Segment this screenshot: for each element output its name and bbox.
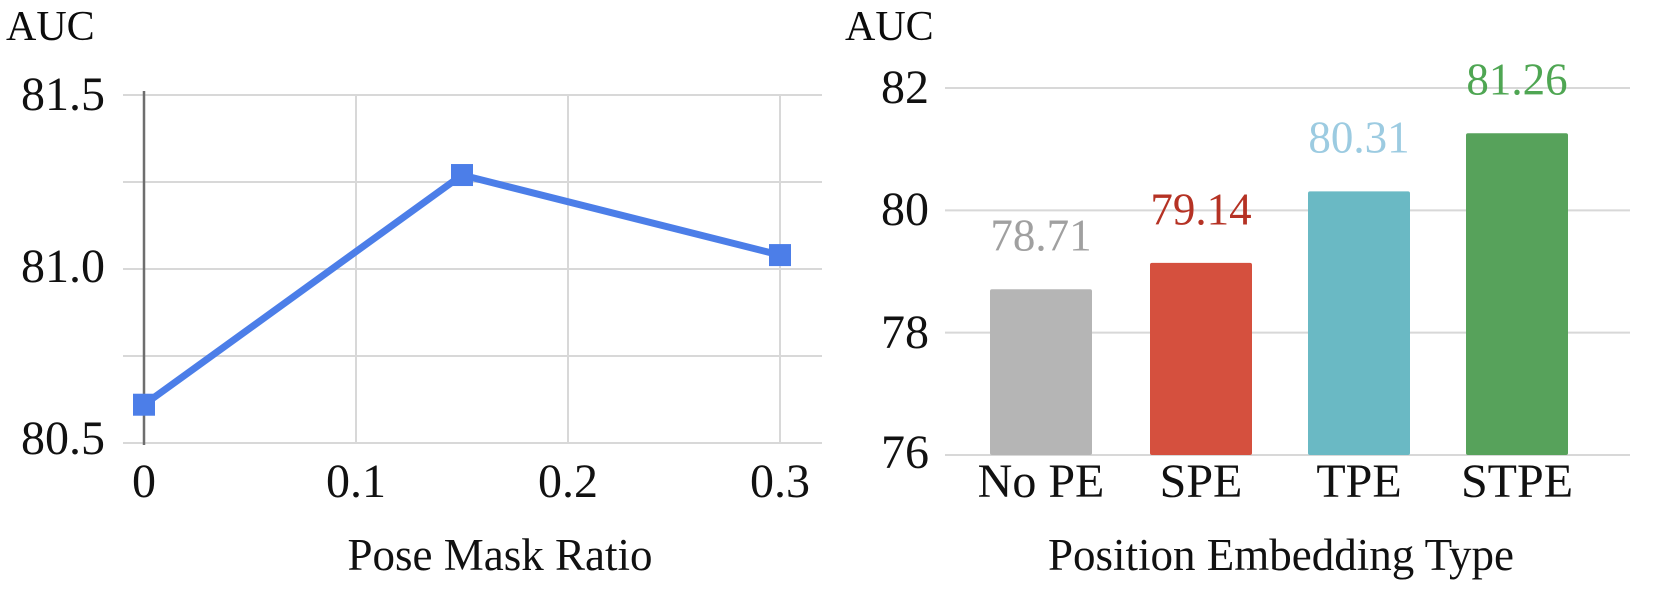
y-tick-label: 81.5 xyxy=(21,68,105,121)
x-axis-title: Position Embedding Type xyxy=(1047,530,1515,580)
line-chart-panel: AUC 81.5 81.0 80.5 0 0.1 0.2 0.3 Pose Ma… xyxy=(6,4,822,580)
bar-spe xyxy=(1150,262,1252,455)
line-plot-area xyxy=(123,91,822,445)
data-point-marker xyxy=(133,393,155,416)
category-label: No PE xyxy=(977,455,1105,508)
y-tick-label: 81.0 xyxy=(21,240,105,293)
bar-stpe xyxy=(1466,133,1568,455)
y-tick-label: 82 xyxy=(881,61,929,114)
y-tick-label: 76 xyxy=(881,426,929,479)
x-tick-label: 0.3 xyxy=(750,455,810,508)
line-series xyxy=(141,171,781,408)
category-label: TPE xyxy=(1316,455,1402,508)
x-tick-label: 0.2 xyxy=(538,455,598,508)
y-tick-label: 80.5 xyxy=(21,412,105,465)
y-tick-label: 80 xyxy=(881,183,929,236)
category-label: STPE xyxy=(1460,455,1574,508)
bar-no-pe xyxy=(990,289,1092,455)
line-chart-title: AUC xyxy=(6,4,95,50)
data-point-marker xyxy=(769,244,791,267)
bar-value-label: 81.26 xyxy=(1466,54,1568,105)
x-tick-label: 0.1 xyxy=(326,455,386,508)
bar-value-label: 78.71 xyxy=(990,210,1092,261)
y-tick-label: 78 xyxy=(881,306,929,359)
category-label: SPE xyxy=(1159,455,1243,508)
bar-tpe xyxy=(1308,191,1410,455)
bar-value-label: 80.31 xyxy=(1308,112,1410,163)
x-tick-label: 0 xyxy=(132,455,156,508)
data-point-marker xyxy=(451,164,473,187)
bar-value-label: 79.14 xyxy=(1150,184,1252,235)
bar-chart-title: AUC xyxy=(845,4,934,50)
bar-chart-panel: AUC 82 80 78 76 78.71 79.14 80.31 81.26 … xyxy=(835,0,1670,606)
x-axis-title: Pose Mask Ratio xyxy=(347,530,653,580)
